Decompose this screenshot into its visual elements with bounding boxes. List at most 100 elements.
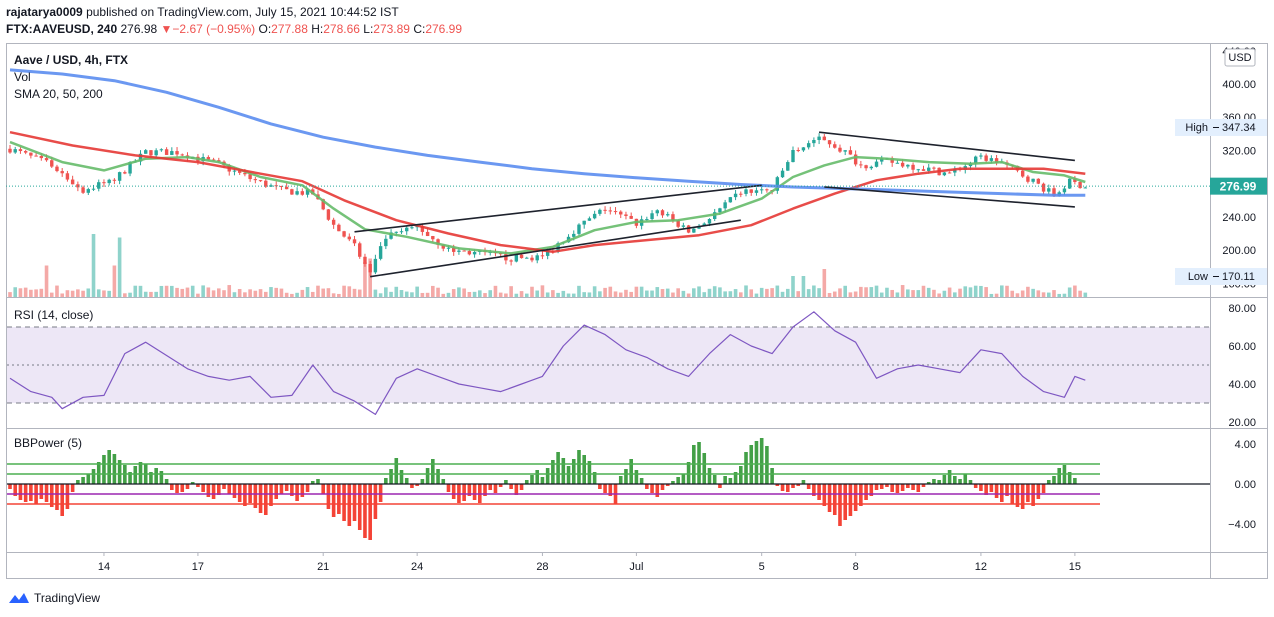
volume-bar — [86, 288, 91, 297]
volume-bar — [331, 293, 336, 297]
candle-body — [509, 260, 513, 262]
volume-bar — [337, 293, 341, 297]
volume-bar — [472, 291, 477, 297]
candle-body — [44, 158, 49, 161]
volume-bar — [478, 290, 482, 297]
volume-bar — [780, 291, 785, 297]
time-tick-label: 15 — [1069, 561, 1081, 573]
publisher-name[interactable]: rajatarya0009 — [6, 5, 83, 19]
volume-bar — [571, 293, 576, 297]
bbp-bar — [467, 484, 472, 496]
bbp-bar — [102, 455, 106, 484]
candle-body — [765, 189, 769, 191]
volume-bar — [785, 288, 790, 297]
candle-body — [1052, 188, 1056, 196]
candle-body — [556, 243, 560, 252]
candle-body — [592, 213, 597, 219]
price-tick-label: 320.00 — [1222, 145, 1256, 157]
volume-bar — [451, 289, 456, 297]
volume-bar — [467, 291, 472, 297]
volume-bar — [551, 290, 555, 297]
bbp-bar — [551, 460, 555, 484]
bbp-bar — [305, 484, 310, 492]
volume-bar — [60, 293, 64, 297]
volume-bar — [425, 292, 430, 297]
bbp-bar — [337, 484, 341, 514]
rsi-tick-label: 20.00 — [1228, 417, 1256, 429]
candle-body — [728, 197, 733, 203]
candle-body — [154, 150, 158, 156]
candle-body — [545, 250, 550, 256]
trendline — [370, 219, 741, 278]
candle-body — [55, 166, 59, 172]
candle-body — [504, 254, 508, 261]
time-tick-label: 14 — [98, 561, 110, 573]
candle-body — [243, 172, 247, 175]
volume-bar — [895, 292, 900, 297]
bbp-bar — [389, 469, 393, 484]
volume-bar — [164, 285, 169, 297]
volume-bar — [749, 289, 754, 297]
bbp-bar — [598, 484, 602, 489]
candle-body — [300, 191, 305, 195]
bbp-bar — [415, 484, 419, 486]
volume-bar — [404, 291, 409, 297]
volume-bar — [603, 287, 607, 297]
volume-bar — [1026, 286, 1030, 297]
candle-body — [812, 139, 816, 144]
bbp-bar — [300, 484, 305, 497]
candle-body — [838, 147, 842, 152]
currency-badge[interactable] — [1224, 48, 1256, 67]
volume-bar — [248, 289, 252, 297]
candle-body — [1020, 170, 1025, 177]
time-tick-label: 12 — [975, 561, 987, 573]
volume-bar — [159, 285, 164, 297]
bbp-bar — [284, 484, 289, 491]
volume-bar — [723, 291, 727, 297]
volume-bar — [994, 293, 999, 297]
candle-body — [97, 182, 101, 189]
bbp-bar — [243, 484, 247, 506]
volume-bar — [222, 290, 226, 297]
volume-bar — [697, 286, 701, 297]
bbp-bar — [316, 479, 320, 484]
legend-bbp: BBPower (5) — [14, 436, 82, 450]
bbp-bar — [420, 479, 425, 484]
candle-body — [786, 162, 790, 171]
volume-bar — [44, 265, 49, 297]
bbp-bar — [629, 459, 633, 484]
bbp-bar — [206, 484, 211, 497]
candle-body — [874, 161, 879, 167]
bbp-bar — [759, 438, 764, 484]
volume-bar — [1062, 293, 1067, 297]
volume-bar — [253, 290, 258, 297]
bbp-bar — [112, 454, 117, 484]
volume-bar — [775, 285, 780, 297]
bbp-bar — [812, 484, 816, 496]
volume-bar — [874, 285, 879, 297]
tradingview-footer[interactable]: TradingView — [8, 591, 100, 605]
volume-bar — [389, 291, 393, 297]
bbp-bar — [535, 470, 540, 484]
volume-bar — [514, 293, 519, 297]
bbp-bar — [869, 484, 874, 496]
volume-bar — [728, 291, 733, 297]
volume-bar — [154, 291, 158, 297]
candle-body — [295, 191, 299, 195]
bbp-bar — [733, 472, 738, 484]
volume-bar — [457, 287, 461, 297]
candle-body — [347, 236, 351, 240]
volume-bar — [582, 292, 586, 297]
volume-bar — [1005, 285, 1009, 297]
volume-bar — [587, 292, 592, 297]
bbp-bar — [994, 484, 999, 498]
bbp-bar — [154, 468, 158, 484]
candle-body — [81, 187, 85, 193]
volume-bar — [859, 286, 863, 297]
bbp-bar — [702, 453, 707, 484]
volume-bar — [316, 285, 320, 297]
candle-body — [431, 236, 435, 240]
bbp-bar — [107, 450, 111, 484]
bbp-bar — [488, 484, 493, 490]
